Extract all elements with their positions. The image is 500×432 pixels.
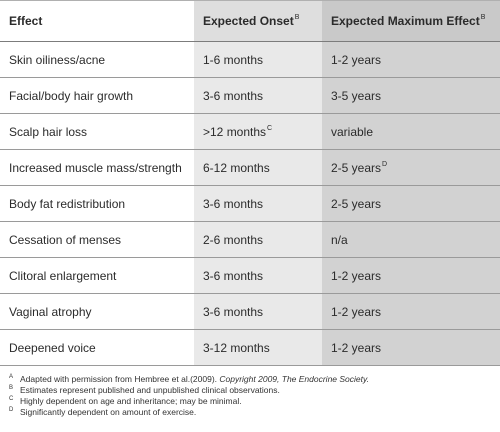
onset-cell-text: 3-6 months [203, 304, 264, 319]
onset-cell: 2-6 months [194, 221, 322, 258]
max-effect-cell: 2-5 yearsD [322, 149, 500, 186]
effect-cell: Increased muscle mass/strength [0, 149, 194, 186]
max-effect-cell-text: 1-2 years [331, 268, 382, 283]
table-row: Increased muscle mass/strength 6-12 month… [0, 149, 500, 186]
table-row: Deepened voice 3-12 months 1-2 years [0, 329, 500, 366]
onset-cell-text: 3-6 months [203, 196, 264, 211]
max-effect-cell: 1-2 years [322, 41, 500, 78]
effect-cell-text: Skin oiliness/acne [9, 52, 106, 67]
header-effect-label: Effect [9, 14, 43, 28]
max-effect-cell: 2-5 years [322, 185, 500, 222]
table-body: Skin oiliness/acne 1-6 months 1-2 years Fac… [0, 41, 500, 366]
max-effect-cell-text: 1-2 years [331, 304, 382, 319]
onset-cell: >12 monthsC [194, 113, 322, 150]
effect-cell: Facial/body hair growth [0, 77, 194, 114]
footnotes: A Adapted with permission from Hembree et… [9, 374, 494, 418]
header-onset-label: Expected Onset [203, 14, 294, 28]
footnote-line: A Adapted with permission from Hembree et… [9, 374, 494, 385]
footnote-line: B Estimates represent published and unpub… [9, 385, 494, 396]
table-row: Vaginal atrophy 3-6 months 1-2 years [0, 293, 500, 330]
footnote-text: Adapted with permission from Hembree et … [20, 374, 220, 384]
effect-cell: Body fat redistribution [0, 185, 194, 222]
max-effect-cell: 1-2 years [322, 329, 500, 366]
max-effect-cell-text: variable [331, 124, 374, 139]
table-header: Effect Expected OnsetB Expected Maximum … [0, 0, 500, 42]
footnote-text: Significantly dependent on amount of exe… [20, 407, 197, 417]
onset-cell-text: 6-12 months [203, 160, 270, 175]
max-effect-cell-text: 1-2 years [331, 52, 382, 67]
effect-cell-text: Facial/body hair growth [9, 88, 134, 103]
table-row: Scalp hair loss >12 monthsC variable [0, 113, 500, 150]
header-max-label: Expected Maximum Effect [331, 14, 480, 28]
onset-cell: 3-12 months [194, 329, 322, 366]
effect-cell: Skin oiliness/acne [0, 41, 194, 78]
onset-cell: 3-6 months [194, 257, 322, 294]
effect-cell: Scalp hair loss [0, 113, 194, 150]
max-effect-cell: 3-5 years [322, 77, 500, 114]
header-onset-footnote-mark: B [294, 14, 300, 21]
onset-cell: 3-6 months [194, 185, 322, 222]
table-row: Clitoral enlargement 3-6 months 1-2 years [0, 257, 500, 294]
footnote-line: D Significantly dependent on amount of ex… [9, 407, 494, 418]
max-effect-cell: 1-2 years [322, 257, 500, 294]
onset-cell: 3-6 months [194, 77, 322, 114]
footnote-letter: C [9, 396, 14, 402]
max-effect-cell-text: 3-5 years [331, 88, 382, 103]
onset-cell: 1-6 months [194, 41, 322, 78]
footnote-line: C Highly dependent on age and inheritance… [9, 396, 494, 407]
onset-cell-text: 3-12 months [203, 340, 270, 355]
effect-cell: Clitoral enlargement [0, 257, 194, 294]
max-effect-cell-text: n/a [331, 232, 348, 247]
effect-cell: Cessation of menses [0, 221, 194, 258]
table-row: Skin oiliness/acne 1-6 months 1-2 years [0, 41, 500, 78]
onset-cell-text: 2-6 months [203, 232, 264, 247]
effect-cell-text: Clitoral enlargement [9, 268, 117, 283]
header-expected-onset: Expected OnsetB [194, 0, 322, 42]
onset-cell-text: >12 months [203, 124, 267, 139]
max-effect-cell: variable [322, 113, 500, 150]
max-effect-cell-text: 1-2 years [331, 340, 382, 355]
effect-cell: Vaginal atrophy [0, 293, 194, 330]
max-effect-cell: 1-2 years [322, 293, 500, 330]
effect-cell-text: Cessation of menses [9, 232, 122, 247]
header-max-footnote-mark: B [480, 14, 486, 21]
effect-cell-text: Scalp hair loss [9, 124, 88, 139]
table-row: Body fat redistribution 3-6 months 2-5 yea… [0, 185, 500, 222]
footnote-letter: D [9, 407, 14, 413]
onset-cell-text: 1-6 months [203, 52, 264, 67]
onset-cell: 6-12 months [194, 149, 322, 186]
footnote-letter: B [9, 385, 14, 391]
header-expected-maximum-effect: Expected Maximum EffectB [322, 0, 500, 42]
onset-cell-text: 3-6 months [203, 268, 264, 283]
table-row: Cessation of menses 2-6 months n/a [0, 221, 500, 258]
effect-cell: Deepened voice [0, 329, 194, 366]
onset-cell: 3-6 months [194, 293, 322, 330]
effect-cell-text: Vaginal atrophy [9, 304, 92, 319]
footnote-text: Estimates represent published and unpubl… [20, 385, 280, 395]
masculinizing-effects-table: Effect Expected OnsetB Expected Maximum … [0, 0, 500, 366]
table-row: Facial/body hair growth 3-6 months 3-5 yea… [0, 77, 500, 114]
footnote-letter: A [9, 374, 14, 380]
footnote-text: Highly dependent on age and inheritance;… [20, 396, 242, 406]
max-effect-cell-text: 2-5 years [331, 160, 382, 175]
effect-cell-text: Body fat redistribution [9, 196, 126, 211]
footnote-mark: D [382, 160, 388, 168]
footnote-copyright: Copyright 2009, The Endocrine Society. [219, 374, 369, 384]
effect-cell-text: Increased muscle mass/strength [9, 160, 182, 175]
max-effect-cell-text: 2-5 years [331, 196, 382, 211]
onset-cell-text: 3-6 months [203, 88, 264, 103]
effect-cell-text: Deepened voice [9, 340, 96, 355]
header-row: Effect Expected OnsetB Expected Maximum … [0, 0, 500, 42]
max-effect-cell: n/a [322, 221, 500, 258]
footnote-mark: C [267, 124, 273, 132]
header-effect: Effect [0, 0, 194, 42]
